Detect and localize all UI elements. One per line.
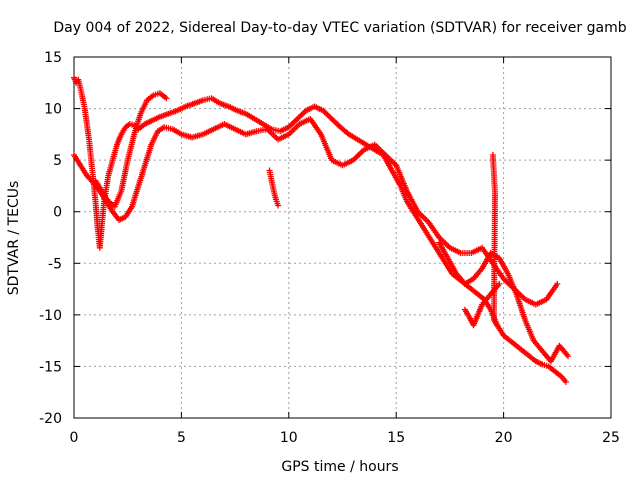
y-tick-label: -15	[39, 359, 62, 375]
x-axis-title: GPS time / hours	[281, 459, 398, 475]
data-point	[565, 353, 571, 360]
y-tick-label: 10	[44, 102, 62, 118]
y-tick-label: 5	[53, 153, 62, 169]
x-tick-label: 15	[387, 430, 405, 446]
series-lower-branch	[71, 115, 561, 308]
y-tick-label: 15	[44, 50, 62, 66]
x-tick-label: 10	[280, 430, 298, 446]
data-point	[554, 280, 561, 287]
plot-frame	[73, 56, 612, 419]
data-point	[494, 322, 501, 329]
series-segment-18-20h	[461, 280, 503, 329]
y-tick-label: -5	[48, 256, 62, 272]
y-tick-labels: -20 -15 -10 -5 0 5 10 15	[39, 50, 62, 427]
series-segment-9h	[266, 167, 282, 209]
x-tick-labels: 0 5 10 15 20 25	[70, 430, 620, 446]
axis-ticks	[73, 56, 612, 419]
x-tick-label: 25	[602, 430, 620, 446]
y-tick-label: -20	[39, 411, 62, 427]
series-upper-arc	[92, 90, 170, 210]
data-points	[71, 74, 571, 385]
series-outliers	[489, 152, 501, 329]
x-tick-label: 0	[70, 430, 79, 446]
data-point	[163, 95, 170, 102]
data-point	[562, 378, 569, 385]
chart-title: Day 004 of 2022, Sidereal Day-to-day VTE…	[53, 20, 626, 36]
x-tick-label: 5	[177, 430, 186, 446]
data-point	[496, 280, 503, 287]
y-tick-label: -10	[39, 308, 62, 324]
y-tick-label: 0	[53, 205, 62, 221]
grid	[74, 57, 611, 418]
x-tick-label: 20	[495, 430, 513, 446]
y-axis-title: SDTVAR / TECUs	[6, 181, 22, 296]
data-point	[275, 202, 282, 209]
